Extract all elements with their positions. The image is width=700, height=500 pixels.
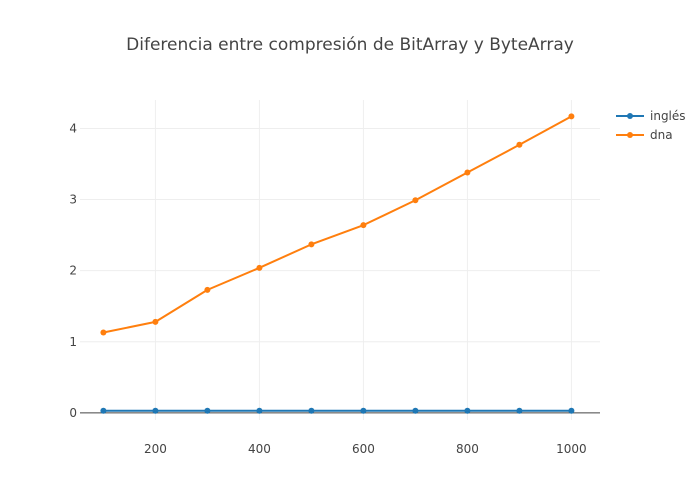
data-point[interactable]: [360, 407, 367, 414]
series-line[interactable]: [103, 115, 572, 334]
x-tick-label: 800: [456, 442, 479, 456]
x-tick-label: 1000: [556, 442, 587, 456]
series-dna[interactable]: [100, 113, 575, 336]
chart-title: Diferencia entre compresión de BitArray …: [126, 35, 574, 55]
axis-layer: 200 400 600 800 1000 0 1 2 3 4: [69, 121, 600, 456]
data-point[interactable]: [568, 113, 575, 120]
grid-layer: [80, 100, 600, 420]
legend-item-dna[interactable]: dna: [616, 128, 673, 142]
legend-label: inglés: [650, 109, 686, 123]
y-tick-label: 4: [69, 121, 77, 135]
data-point[interactable]: [100, 329, 107, 336]
data-point[interactable]: [152, 318, 159, 325]
data-point[interactable]: [308, 407, 315, 414]
y-tick-label: 2: [69, 264, 77, 278]
data-point[interactable]: [516, 141, 523, 148]
legend-swatch-marker: [627, 113, 633, 119]
x-tick-label: 200: [144, 442, 167, 456]
x-tick-label: 400: [248, 442, 271, 456]
data-point[interactable]: [464, 407, 471, 414]
legend[interactable]: inglés dna: [616, 109, 686, 142]
data-point[interactable]: [256, 264, 263, 271]
y-tick-label: 1: [69, 335, 77, 349]
data-point[interactable]: [360, 222, 367, 229]
data-point[interactable]: [256, 407, 263, 414]
y-tick-label: 0: [69, 406, 77, 420]
legend-item-ingles[interactable]: inglés: [616, 109, 686, 123]
series-ingles[interactable]: [100, 407, 575, 414]
data-point[interactable]: [100, 407, 107, 414]
data-point[interactable]: [204, 407, 211, 414]
data-point[interactable]: [412, 407, 419, 414]
legend-swatch-marker: [627, 132, 633, 138]
data-point[interactable]: [464, 169, 471, 176]
data-point[interactable]: [152, 407, 159, 414]
legend-label: dna: [650, 128, 673, 142]
series-layer: [100, 113, 575, 414]
data-point[interactable]: [412, 197, 419, 204]
data-point[interactable]: [568, 407, 575, 414]
y-tick-label: 3: [69, 193, 77, 207]
data-point[interactable]: [204, 286, 211, 293]
x-tick-label: 600: [352, 442, 375, 456]
data-point[interactable]: [308, 241, 315, 248]
data-point[interactable]: [516, 407, 523, 414]
